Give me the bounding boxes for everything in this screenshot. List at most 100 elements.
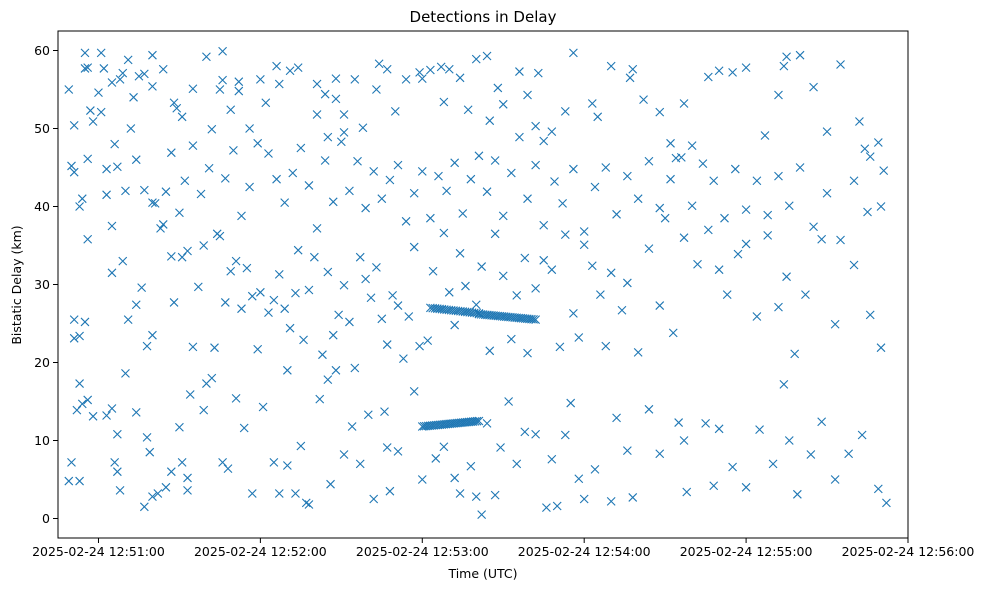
y-axis: 0 10 20 30 40 50 60 [34, 43, 58, 526]
data-point [774, 171, 783, 181]
data-point [77, 194, 87, 204]
data-point [339, 128, 349, 137]
data-point [515, 67, 524, 76]
data-point [436, 62, 446, 72]
data-point [372, 262, 381, 272]
data-point [339, 450, 349, 459]
data-point [99, 64, 109, 73]
data-point [83, 395, 93, 405]
data-point [496, 443, 505, 452]
data-point [350, 74, 360, 84]
data-point [855, 117, 864, 126]
data-point [547, 265, 557, 275]
data-point [96, 48, 106, 58]
y-tick-label: 30 [34, 277, 50, 292]
data-point [455, 248, 465, 258]
data-point [822, 127, 832, 137]
data-point [377, 194, 387, 204]
data-point [102, 164, 111, 174]
data-point [679, 233, 689, 243]
data-point [506, 168, 516, 178]
data-point [382, 64, 392, 74]
data-point [334, 310, 344, 320]
data-point [358, 123, 368, 133]
data-point [83, 234, 93, 244]
data-point [148, 492, 157, 502]
data-point [622, 171, 632, 181]
data-point [88, 117, 98, 126]
data-point [477, 510, 487, 519]
data-point [126, 124, 136, 133]
data-point [714, 66, 724, 76]
y-tick-label: 40 [34, 199, 50, 214]
data-point [247, 489, 257, 498]
data-point [498, 99, 508, 109]
data-point [107, 78, 117, 87]
data-point [515, 132, 524, 142]
data-point [336, 137, 346, 147]
data-point [112, 429, 122, 439]
data-point [617, 305, 627, 315]
data-point [301, 498, 311, 508]
data-point [774, 302, 783, 312]
data-point [166, 148, 176, 158]
data-point [285, 66, 295, 76]
data-point [550, 177, 559, 186]
data-point [112, 162, 122, 172]
data-point [520, 427, 530, 437]
data-point [107, 404, 117, 413]
data-point [523, 348, 532, 358]
data-point [282, 461, 292, 470]
data-point [560, 430, 570, 440]
data-point [245, 124, 254, 133]
data-point [355, 459, 365, 469]
data-point [417, 74, 427, 83]
data-point [142, 341, 152, 351]
data-point [415, 341, 424, 351]
data-point [741, 239, 751, 249]
data-point [272, 61, 281, 71]
data-point [714, 424, 724, 434]
data-point [350, 363, 360, 373]
data-point [353, 156, 362, 166]
data-point [566, 398, 576, 408]
data-point [153, 489, 163, 498]
data-point [261, 98, 271, 108]
data-point [668, 328, 678, 338]
data-point [377, 314, 387, 324]
data-point [822, 188, 832, 198]
data-point [291, 288, 300, 298]
data-point [728, 67, 737, 77]
data-point [326, 479, 335, 489]
data-point [231, 393, 241, 403]
data-point [560, 230, 570, 239]
data-point [272, 174, 281, 184]
data-point [703, 225, 713, 235]
data-point [123, 55, 133, 65]
data-point [393, 447, 403, 456]
data-point [80, 48, 90, 58]
data-point [220, 298, 230, 307]
data-point [504, 397, 514, 406]
data-point [458, 209, 468, 218]
data-point [380, 407, 389, 417]
data-point [628, 493, 638, 502]
y-tick-label: 0 [42, 511, 50, 526]
data-point [145, 447, 155, 457]
data-point [844, 449, 854, 459]
data-point [423, 336, 433, 346]
data-point [69, 120, 79, 130]
data-point [72, 405, 82, 415]
data-point [188, 342, 198, 352]
data-point [323, 267, 333, 277]
data-point [806, 450, 816, 459]
data-point [331, 74, 341, 83]
data-point [431, 454, 441, 463]
data-point [655, 301, 665, 310]
data-point [655, 449, 665, 459]
data-point [569, 164, 578, 174]
data-point [595, 290, 605, 300]
data-point [255, 287, 265, 297]
data-point [428, 266, 438, 276]
data-point [280, 198, 290, 207]
